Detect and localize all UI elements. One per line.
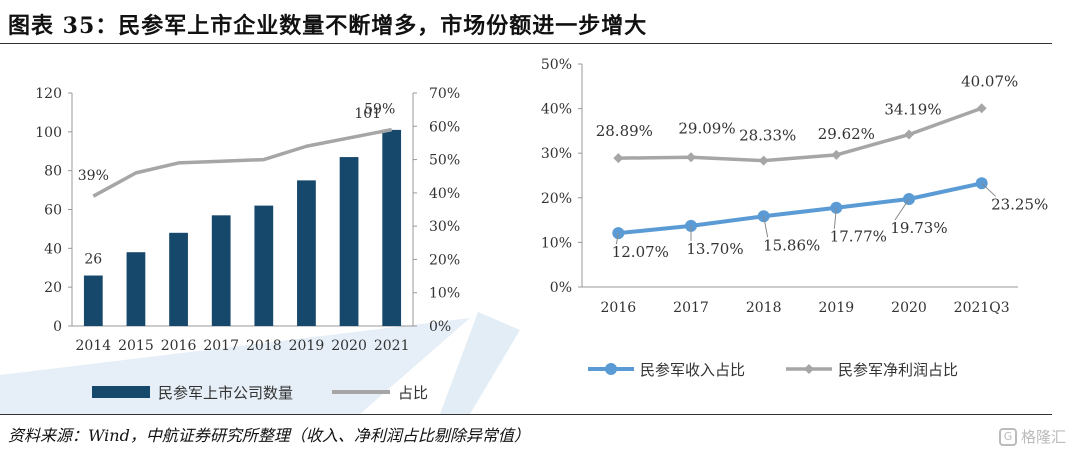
y-tick-label-right: 60%: [429, 119, 460, 135]
data-label: 28.33%: [739, 127, 796, 145]
y-tick-label-left: 120: [35, 86, 62, 102]
bar: [126, 252, 146, 326]
profit-point: [686, 152, 696, 163]
x-tick-label: 2015: [118, 338, 154, 354]
bottom-rule: [0, 414, 1052, 415]
legend-label-line: 占比: [398, 384, 428, 402]
bar: [382, 129, 402, 326]
x-tick-label: 2014: [75, 338, 111, 354]
label-leader: [833, 207, 837, 229]
y-tick-label-right: 10%: [429, 286, 460, 302]
y-tick-label: 50%: [541, 57, 572, 73]
watermark-swoosh-mid: [440, 312, 520, 414]
y-tick-label: 0%: [550, 280, 572, 296]
data-label: 29.62%: [818, 125, 875, 143]
data-label: 15.86%: [763, 236, 820, 254]
data-label: 12.07%: [612, 243, 669, 261]
y-tick-label-right: 0%: [429, 319, 451, 335]
data-label: 34.19%: [884, 101, 941, 119]
profit-point: [613, 153, 624, 164]
profit-point: [758, 155, 769, 166]
legend-label-profit: 民参军净利润占比: [838, 361, 958, 379]
data-label: 26: [84, 252, 102, 268]
x-tick-label: 2019: [289, 338, 325, 354]
profit-point: [904, 129, 914, 140]
y-tick-label-right: 20%: [429, 252, 460, 268]
y-tick-label: 10%: [541, 235, 572, 251]
data-label: 101: [354, 106, 381, 122]
x-tick-label: 2017: [673, 300, 709, 316]
data-label: 59%: [364, 102, 395, 118]
bar: [83, 275, 103, 326]
bar: [211, 215, 231, 326]
x-tick-label: 2017: [203, 338, 239, 354]
legend-label-bar: 民参军上市公司数量: [158, 384, 293, 402]
x-tick-label: 2020: [891, 300, 927, 316]
label-leader: [763, 216, 769, 238]
label-leader: [981, 182, 997, 197]
bar: [297, 180, 316, 326]
legend-label-revenue: 民参军收入占比: [640, 361, 745, 379]
y-tick-label-left: 40: [44, 241, 62, 257]
profit-point: [831, 149, 842, 160]
data-label: 39%: [78, 168, 109, 184]
x-tick-label: 2021Q3: [954, 300, 1010, 316]
y-tick-label-right: 30%: [429, 219, 460, 235]
y-tick-label: 40%: [541, 102, 572, 118]
watermark-text: 格隆汇: [1020, 428, 1066, 446]
bar: [254, 205, 274, 326]
legend-swatch-bar: [92, 386, 150, 398]
data-label: 17.77%: [830, 228, 887, 246]
x-tick-label: 2018: [746, 300, 782, 316]
top-rule: [0, 43, 1052, 44]
y-tick-label-left: 80: [44, 164, 62, 180]
y-tick-label: 30%: [541, 146, 572, 162]
x-tick-label: 2019: [819, 300, 855, 316]
profit-share-line: [618, 106, 983, 163]
data-label: 28.89%: [596, 122, 653, 140]
x-tick-label: 2018: [246, 338, 282, 354]
data-label: 29.09%: [678, 119, 735, 137]
y-tick-label: 20%: [541, 191, 572, 207]
y-tick-label-left: 100: [35, 125, 62, 141]
page-title: 图表 35：民参军上市企业数量不断增多，市场份额进一步增大: [8, 13, 648, 39]
share-line: [92, 127, 393, 198]
y-tick-label-right: 70%: [429, 86, 460, 102]
bar: [339, 157, 359, 326]
y-tick-label-right: 40%: [429, 186, 460, 202]
label-leader: [894, 198, 910, 221]
source-note: 资料来源：Wind，中航证券研究所整理（收入、净利润占比剔除异常值）: [8, 426, 530, 445]
label-leader: [615, 233, 619, 245]
data-label: 40.07%: [961, 72, 1018, 90]
x-tick-label: 2020: [331, 338, 367, 354]
watermark-logo: G 格隆汇: [998, 426, 1066, 447]
y-tick-label-left: 0: [53, 319, 62, 335]
legend-marker-profit: [804, 364, 814, 374]
y-tick-label-left: 60: [44, 203, 62, 219]
legend-marker-revenue: [605, 363, 617, 375]
x-tick-label: 2016: [601, 300, 637, 316]
data-label: 19.73%: [890, 219, 947, 237]
revenue-share-line: [618, 181, 983, 236]
x-tick-label: 2021: [374, 338, 410, 354]
bar: [169, 232, 188, 326]
watermark-icon: G: [998, 427, 1017, 446]
y-tick-label-left: 20: [44, 280, 62, 296]
x-tick-label: 2016: [161, 338, 197, 354]
data-label: 23.25%: [991, 195, 1048, 213]
y-tick-label-right: 50%: [429, 153, 460, 169]
data-label: 13.70%: [686, 240, 743, 258]
profit-point: [976, 103, 987, 114]
